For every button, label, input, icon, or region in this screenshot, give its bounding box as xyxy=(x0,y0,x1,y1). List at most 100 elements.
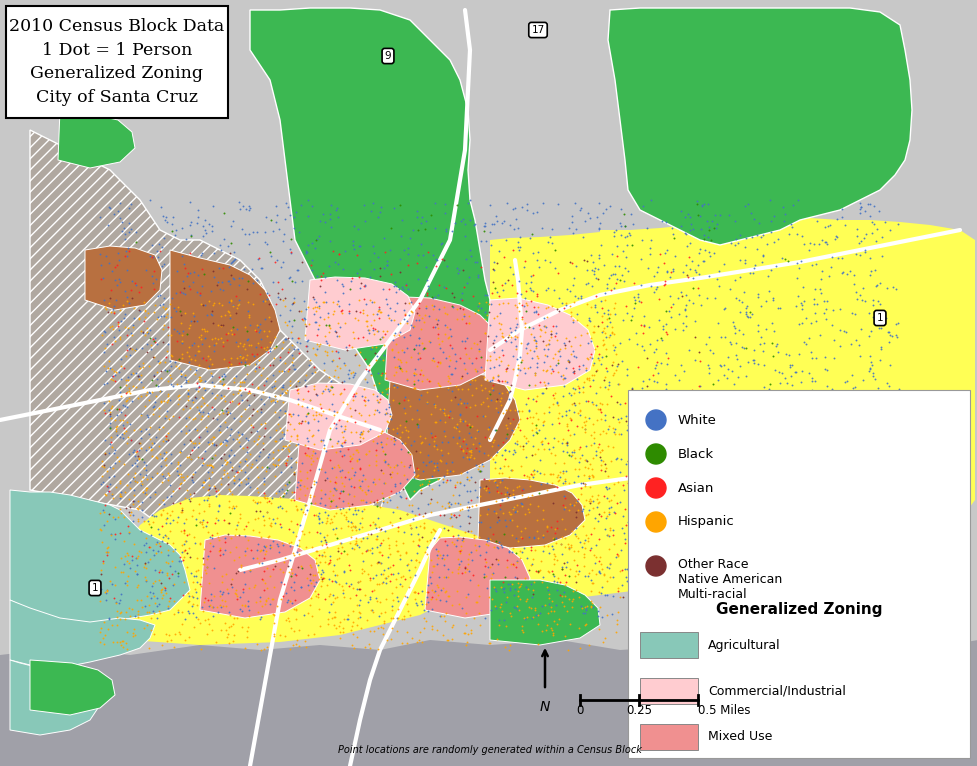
Point xyxy=(642,234,658,246)
Point xyxy=(484,440,499,452)
Point xyxy=(411,479,427,491)
Point xyxy=(706,292,722,304)
Point xyxy=(376,564,392,576)
Point xyxy=(237,432,253,444)
Point xyxy=(480,449,495,461)
Polygon shape xyxy=(425,537,530,618)
Point xyxy=(313,398,328,410)
Point xyxy=(438,223,453,235)
Point xyxy=(205,317,221,329)
Point xyxy=(332,305,348,317)
Point xyxy=(381,401,397,413)
Point xyxy=(581,495,597,507)
Point xyxy=(420,477,436,489)
Point xyxy=(486,345,501,358)
Point xyxy=(518,297,533,309)
Point xyxy=(369,305,385,317)
Point xyxy=(158,513,174,525)
Point xyxy=(480,423,495,435)
Point xyxy=(379,255,395,267)
Point xyxy=(120,520,136,532)
Point xyxy=(223,247,238,259)
Point xyxy=(111,366,127,378)
Point xyxy=(769,573,785,585)
Point xyxy=(603,391,618,403)
Point xyxy=(723,607,739,619)
Point xyxy=(202,482,218,494)
Point xyxy=(426,430,442,443)
Point xyxy=(239,305,255,317)
Point xyxy=(454,212,470,224)
Point xyxy=(630,398,646,410)
Point xyxy=(556,586,572,598)
Point xyxy=(270,286,285,299)
Point xyxy=(402,581,417,593)
Point xyxy=(316,439,331,451)
Point xyxy=(328,326,344,338)
Point xyxy=(213,319,229,331)
Point xyxy=(376,525,392,537)
Point xyxy=(458,348,474,360)
Point xyxy=(195,521,211,533)
Point xyxy=(107,273,123,286)
Point xyxy=(482,532,497,545)
Point xyxy=(134,432,149,444)
Point xyxy=(407,521,423,533)
Point xyxy=(289,481,305,493)
Point xyxy=(479,535,494,547)
Point xyxy=(432,549,447,561)
Point xyxy=(316,364,331,376)
Point xyxy=(748,228,764,241)
Point xyxy=(888,418,904,430)
Point xyxy=(400,430,415,443)
Point xyxy=(256,398,272,410)
Point xyxy=(649,280,664,293)
Point xyxy=(149,391,164,403)
Point xyxy=(341,473,357,485)
Point xyxy=(518,594,533,607)
Point xyxy=(482,637,497,650)
Point xyxy=(506,491,522,503)
Point xyxy=(749,444,765,457)
Point xyxy=(589,493,605,506)
Point xyxy=(646,528,661,540)
Point xyxy=(111,254,127,267)
Point xyxy=(538,339,554,351)
Point xyxy=(93,583,108,595)
Point xyxy=(244,226,260,238)
Point xyxy=(633,423,649,435)
Point xyxy=(450,432,466,444)
Point xyxy=(259,496,275,509)
Point xyxy=(173,467,189,480)
Point xyxy=(537,302,553,314)
Point xyxy=(730,237,745,250)
Point xyxy=(875,546,891,558)
Point xyxy=(352,306,367,318)
Point xyxy=(180,470,195,483)
Point xyxy=(505,502,521,514)
Point xyxy=(349,444,364,457)
Point xyxy=(768,558,784,571)
Point xyxy=(363,585,379,597)
Point xyxy=(308,305,323,317)
Point xyxy=(312,338,327,350)
Point xyxy=(175,403,191,415)
Point xyxy=(457,363,473,375)
Point xyxy=(136,296,151,308)
Point xyxy=(608,224,623,236)
Point xyxy=(529,361,544,373)
Point xyxy=(352,240,367,252)
Point xyxy=(647,420,662,432)
Point xyxy=(345,616,361,628)
Point xyxy=(409,347,425,359)
Point xyxy=(228,307,243,319)
Point xyxy=(648,283,663,295)
Point xyxy=(506,601,522,613)
Point xyxy=(605,427,620,439)
Point xyxy=(593,316,609,329)
Point xyxy=(297,635,313,647)
Point xyxy=(755,381,771,393)
Point xyxy=(331,248,347,260)
Point xyxy=(542,360,558,372)
Point xyxy=(401,605,416,617)
